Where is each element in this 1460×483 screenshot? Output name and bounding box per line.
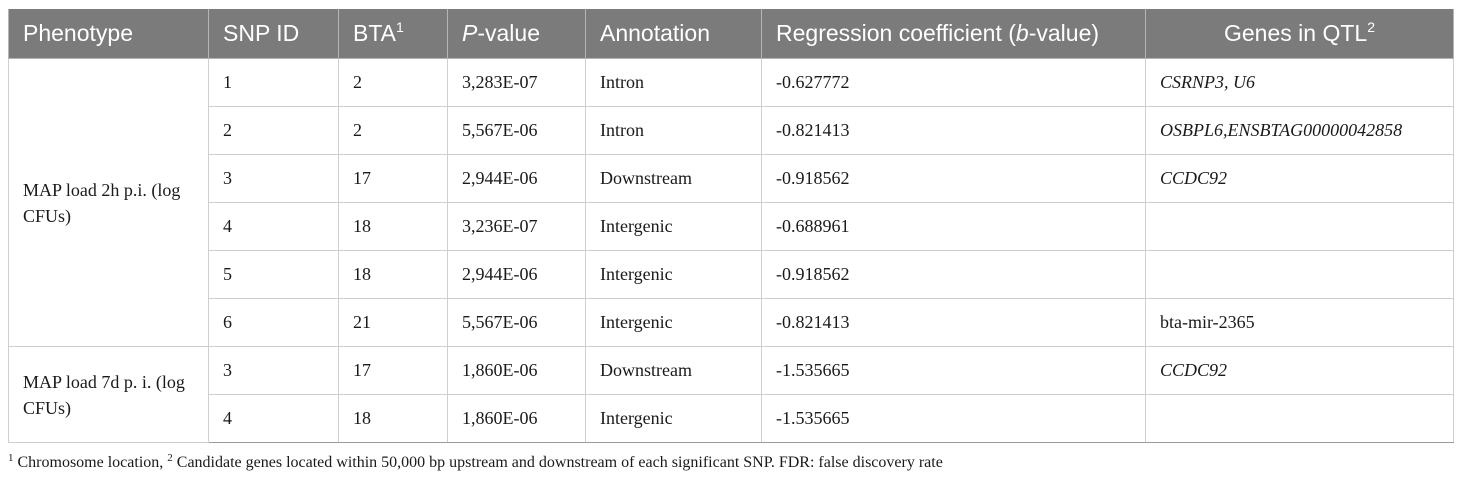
cell-snp-id: 4	[208, 202, 339, 251]
cell-bta: 21	[338, 298, 448, 347]
cell-genes-in-qtl	[1145, 394, 1454, 443]
cell-regression-coefficient: -0.918562	[761, 250, 1146, 299]
cell-annotation: Intergenic	[585, 394, 762, 443]
cell-genes-in-qtl: CCDC92	[1145, 154, 1454, 203]
footnote-marker-2: 2	[1367, 19, 1375, 35]
cell-snp-id: 5	[208, 250, 339, 299]
table-row: 6 21 5,567E-06 Intergenic -0.821413 bta-mir-2…	[9, 298, 1454, 347]
cell-annotation: Downstream	[585, 154, 762, 203]
cell-snp-id: 6	[208, 298, 339, 347]
header-bta: BTA1	[338, 9, 448, 59]
header-regression-coefficient: Regression coefficient (b-value)	[761, 9, 1146, 59]
cell-phenotype: MAP load 2h p.i. (log CFUs)	[8, 58, 209, 347]
cell-bta: 17	[338, 346, 448, 395]
header-row: Phenotype SNP ID BTA1 P-value Annotation…	[8, 9, 1454, 59]
table-row: MAP load 2h p.i. (log CFUs) 1 2 3,283E-07 In…	[8, 58, 1454, 347]
cell-snp-id: 3	[208, 154, 339, 203]
cell-pvalue: 1,860E-06	[447, 394, 586, 443]
cell-pvalue: 3,283E-07	[447, 58, 586, 107]
table-row: 4 18 1,860E-06 Intergenic -1.535665	[9, 394, 1454, 443]
table-body: MAP load 2h p.i. (log CFUs) 1 2 3,283E-07 In…	[8, 58, 1454, 443]
cell-genes-in-qtl: CCDC92	[1145, 346, 1454, 395]
cell-genes-in-qtl	[1145, 250, 1454, 299]
snp-association-table: Phenotype SNP ID BTA1 P-value Annotation…	[8, 9, 1454, 443]
cell-annotation: Intron	[585, 106, 762, 155]
header-annotation: Annotation	[585, 9, 762, 59]
cell-genes-in-qtl: OSBPL6,ENSBTAG00000042858	[1145, 106, 1454, 155]
cell-genes-in-qtl: bta-mir-2365	[1145, 298, 1454, 347]
header-snp-id: SNP ID	[208, 9, 339, 59]
footnote-marker-1: 1	[396, 19, 404, 35]
cell-snp-id: 2	[208, 106, 339, 155]
cell-regression-coefficient: -0.918562	[761, 154, 1146, 203]
cell-pvalue: 2,944E-06	[447, 154, 586, 203]
cell-annotation: Intron	[585, 58, 762, 107]
cell-regression-coefficient: -1.535665	[761, 394, 1146, 443]
cell-bta: 17	[338, 154, 448, 203]
cell-bta: 18	[338, 202, 448, 251]
cell-regression-coefficient: -0.688961	[761, 202, 1146, 251]
cell-pvalue: 5,567E-06	[447, 298, 586, 347]
cell-bta: 2	[338, 106, 448, 155]
cell-pvalue: 3,236E-07	[447, 202, 586, 251]
cell-genes-in-qtl	[1145, 202, 1454, 251]
table-row: 3 17 2,944E-06 Downstream -0.918562 CCDC92	[9, 154, 1454, 203]
cell-phenotype: MAP load 7d p. i. (log CFUs)	[8, 346, 209, 443]
cell-bta: 18	[338, 250, 448, 299]
cell-regression-coefficient: -0.821413	[761, 298, 1146, 347]
cell-pvalue: 5,567E-06	[447, 106, 586, 155]
cell-annotation: Intergenic	[585, 250, 762, 299]
cell-snp-id: 1	[208, 58, 339, 107]
cell-annotation: Intergenic	[585, 298, 762, 347]
cell-annotation: Intergenic	[585, 202, 762, 251]
cell-bta: 2	[338, 58, 448, 107]
cell-genes-in-qtl: CSRNP3, U6	[1145, 58, 1454, 107]
cell-snp-id: 3	[208, 346, 339, 395]
cell-regression-coefficient: -0.821413	[761, 106, 1146, 155]
table-row: 4 18 3,236E-07 Intergenic -0.688961	[9, 202, 1454, 251]
cell-pvalue: 1,860E-06	[447, 346, 586, 395]
header-phenotype: Phenotype	[8, 9, 209, 59]
cell-bta: 18	[338, 394, 448, 443]
cell-pvalue: 2,944E-06	[447, 250, 586, 299]
cell-snp-id: 4	[208, 394, 339, 443]
table-footnote: 1 Chromosome location, 2 Candidate genes…	[8, 452, 943, 472]
table-row: MAP load 7d p. i. (log CFUs) 3 17 1,860E-06…	[8, 346, 1454, 443]
header-pvalue: P-value	[447, 9, 586, 59]
cell-annotation: Downstream	[585, 346, 762, 395]
table-row: 2 2 5,567E-06 Intron -0.821413 OSBPL6,ENSBTAG…	[9, 106, 1454, 155]
cell-regression-coefficient: -1.535665	[761, 346, 1146, 395]
table-header: Phenotype SNP ID BTA1 P-value Annotation…	[8, 9, 1454, 59]
cell-regression-coefficient: -0.627772	[761, 58, 1146, 107]
table-row: 5 18 2,944E-06 Intergenic -0.918562	[9, 250, 1454, 299]
header-genes-in-qtl: Genes in QTL2	[1145, 9, 1454, 59]
